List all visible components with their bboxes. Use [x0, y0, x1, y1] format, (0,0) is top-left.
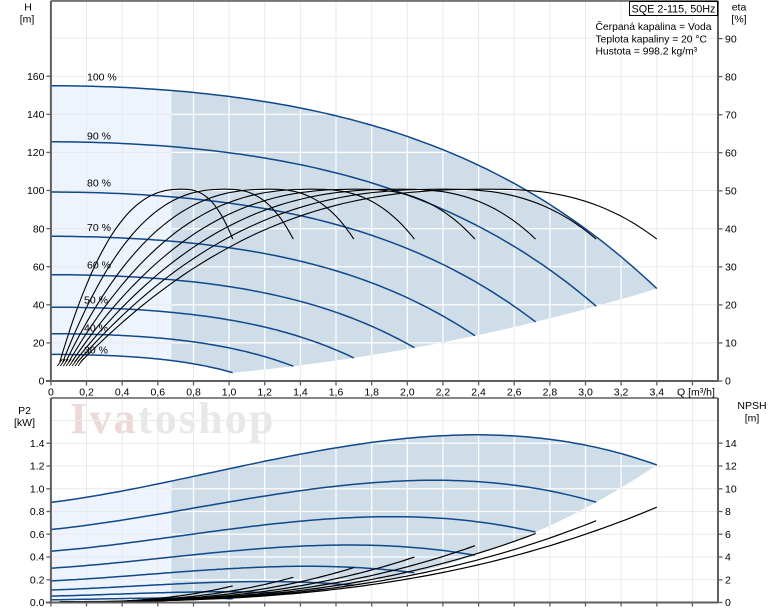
- svg-text:NPSH: NPSH: [737, 400, 766, 412]
- svg-text:3,4: 3,4: [649, 386, 664, 398]
- svg-text:2,6: 2,6: [507, 386, 522, 398]
- svg-text:90: 90: [725, 33, 737, 45]
- svg-text:Hustota = 998.2 kg/m³: Hustota = 998.2 kg/m³: [596, 47, 698, 58]
- svg-text:50: 50: [725, 185, 737, 197]
- svg-text:12: 12: [725, 461, 737, 473]
- svg-text:2,0: 2,0: [400, 386, 415, 398]
- svg-text:0.0: 0.0: [30, 597, 45, 609]
- svg-text:P2: P2: [18, 405, 31, 417]
- svg-text:eta: eta: [732, 2, 747, 14]
- svg-text:40: 40: [33, 300, 45, 312]
- svg-text:0: 0: [39, 376, 45, 388]
- svg-text:2: 2: [725, 575, 731, 587]
- svg-text:1.2: 1.2: [30, 461, 45, 473]
- svg-text:100: 100: [27, 185, 45, 197]
- svg-text:[m]: [m]: [745, 413, 760, 425]
- svg-text:0: 0: [725, 597, 731, 609]
- svg-text:30 %: 30 %: [84, 344, 108, 356]
- svg-text:14: 14: [725, 438, 737, 450]
- svg-text:2,4: 2,4: [471, 386, 486, 398]
- svg-text:10: 10: [725, 338, 737, 350]
- svg-text:1,2: 1,2: [257, 386, 272, 398]
- svg-text:Q [m³/h]: Q [m³/h]: [677, 386, 715, 398]
- svg-text:80: 80: [33, 223, 45, 235]
- svg-text:0.2: 0.2: [30, 575, 45, 587]
- svg-text:0.6: 0.6: [30, 529, 45, 541]
- svg-text:0,4: 0,4: [115, 386, 130, 398]
- svg-text:1.4: 1.4: [30, 438, 45, 450]
- svg-text:40 %: 40 %: [84, 323, 108, 335]
- svg-text:60 %: 60 %: [87, 260, 111, 272]
- svg-text:4: 4: [725, 552, 731, 564]
- svg-text:Teplota kapaliny = 20 °C: Teplota kapaliny = 20 °C: [596, 34, 708, 45]
- svg-text:Čerpaná kapalina = Voda: Čerpaná kapalina = Voda: [596, 20, 712, 33]
- svg-text:2,8: 2,8: [543, 386, 558, 398]
- svg-text:0: 0: [48, 386, 54, 398]
- svg-text:0.4: 0.4: [30, 552, 45, 564]
- svg-text:3,2: 3,2: [614, 386, 629, 398]
- svg-text:H: H: [24, 2, 32, 14]
- svg-text:140: 140: [27, 109, 45, 121]
- svg-text:SQE 2-115, 50Hz: SQE 2-115, 50Hz: [632, 4, 716, 16]
- svg-text:6: 6: [725, 529, 731, 541]
- svg-text:70: 70: [725, 109, 737, 121]
- svg-text:80 %: 80 %: [87, 178, 111, 190]
- svg-text:1,0: 1,0: [222, 386, 237, 398]
- svg-text:[%]: [%]: [731, 14, 746, 26]
- svg-text:0,2: 0,2: [79, 386, 94, 398]
- svg-text:8: 8: [725, 506, 731, 518]
- svg-text:0: 0: [725, 376, 731, 388]
- svg-text:60: 60: [33, 261, 45, 273]
- svg-text:90 %: 90 %: [87, 131, 111, 143]
- svg-text:[m]: [m]: [20, 14, 35, 26]
- svg-text:3,0: 3,0: [578, 386, 593, 398]
- svg-text:10: 10: [725, 483, 737, 495]
- svg-text:1,8: 1,8: [364, 386, 379, 398]
- svg-text:30: 30: [725, 262, 737, 274]
- svg-text:20: 20: [33, 338, 45, 350]
- svg-text:50 %: 50 %: [84, 295, 108, 307]
- svg-text:Ivatoshop: Ivatoshop: [70, 394, 276, 443]
- svg-text:20: 20: [725, 300, 737, 312]
- svg-text:120: 120: [27, 147, 45, 159]
- svg-text:1,6: 1,6: [329, 386, 344, 398]
- svg-text:1.0: 1.0: [30, 483, 45, 495]
- svg-text:0,8: 0,8: [186, 386, 201, 398]
- svg-text:70 %: 70 %: [87, 222, 111, 234]
- svg-text:0.8: 0.8: [30, 506, 45, 518]
- svg-text:1,4: 1,4: [293, 386, 308, 398]
- svg-text:160: 160: [27, 71, 45, 83]
- svg-text:100 %: 100 %: [87, 72, 117, 84]
- svg-text:2,2: 2,2: [436, 386, 451, 398]
- svg-text:0,6: 0,6: [150, 386, 165, 398]
- svg-text:80: 80: [725, 71, 737, 83]
- svg-text:[kW]: [kW]: [14, 417, 35, 429]
- svg-text:40: 40: [725, 224, 737, 236]
- svg-text:60: 60: [725, 147, 737, 159]
